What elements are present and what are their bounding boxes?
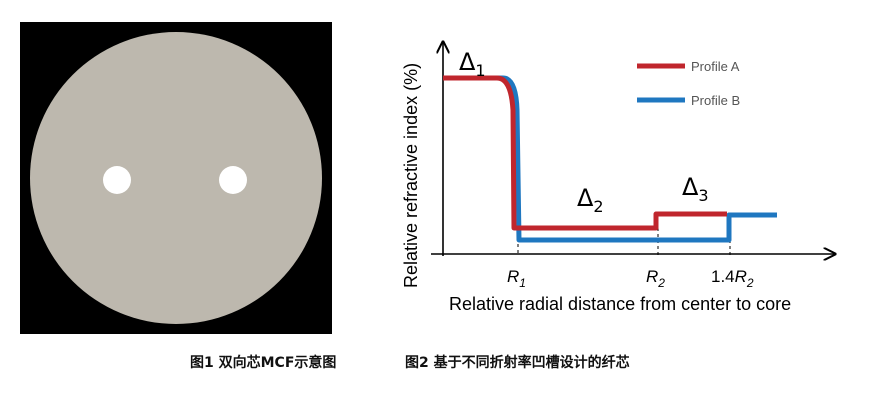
delta1-label: Δ1 — [459, 48, 486, 80]
refractive-index-profile-diagram: Relative refractive index (%) Relative r… — [401, 20, 855, 314]
figure1-caption: 图1 双向芯MCF示意图 — [190, 355, 337, 371]
legend-profile-a-label: Profile A — [691, 59, 740, 74]
mcf-cross-section-image — [20, 22, 332, 334]
legend-profile-b-label: Profile B — [691, 93, 740, 108]
fiber-cladding — [30, 32, 322, 324]
y-axis-label: Relative refractive index (%) — [401, 63, 421, 288]
tick-1-4-r2: 1.4R2 — [711, 267, 754, 290]
delta2-label: Δ2 — [577, 184, 604, 216]
figure2-caption: 图2 基于不同折射率凹槽设计的纤芯 — [405, 355, 630, 371]
fiber-core-left — [103, 166, 131, 194]
fiber-core-right — [219, 166, 247, 194]
x-axis-label: Relative radial distance from center to … — [449, 294, 791, 314]
tick-r2: R2 — [646, 267, 665, 290]
tick-r1: R1 — [507, 267, 526, 290]
delta3-label: Δ3 — [682, 173, 709, 205]
profile-a-curve — [443, 75, 727, 231]
